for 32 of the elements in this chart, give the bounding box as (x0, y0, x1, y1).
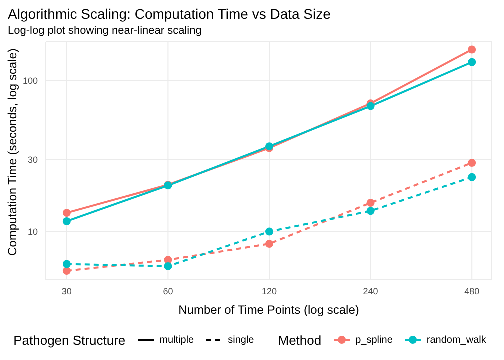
point (468, 46, 476, 54)
chart-title: Algorithmic Scaling: Computation Time vs Data Size (8, 6, 331, 22)
legend-title: Method (278, 332, 322, 348)
point (366, 207, 375, 216)
point (366, 102, 375, 110)
text: Pathogen Structure (14, 332, 126, 348)
y-tick-label: 10 (28, 226, 38, 237)
point (468, 173, 476, 182)
chart-subtitle: Log-log plot showing near-linear scaling (8, 25, 202, 37)
point (468, 159, 476, 168)
y-tick-label: 30 (28, 154, 38, 165)
x-tick-label: 120 (262, 286, 278, 296)
x-axis-title: Number of Time Points (log scale) (178, 303, 360, 317)
text: single (228, 334, 254, 346)
point (62, 267, 71, 276)
x-tick-label: 60 (163, 286, 174, 296)
point (164, 262, 172, 270)
point (62, 217, 71, 226)
text: multiple (160, 334, 194, 346)
point (62, 260, 71, 268)
legend-label: p_spline (356, 334, 393, 346)
point (366, 199, 375, 208)
point (266, 228, 274, 236)
y-tick-label: 100 (22, 76, 38, 86)
x-tick-label: 30 (62, 286, 72, 296)
point (62, 209, 71, 218)
x-tick-label: 480 (464, 286, 480, 296)
point (468, 58, 476, 66)
x-tick-label: 240 (363, 286, 378, 296)
legend-label: random_walk (426, 334, 486, 346)
y-axis-title: Computation Time (seconds, log scale) (5, 48, 20, 256)
point (266, 240, 274, 248)
